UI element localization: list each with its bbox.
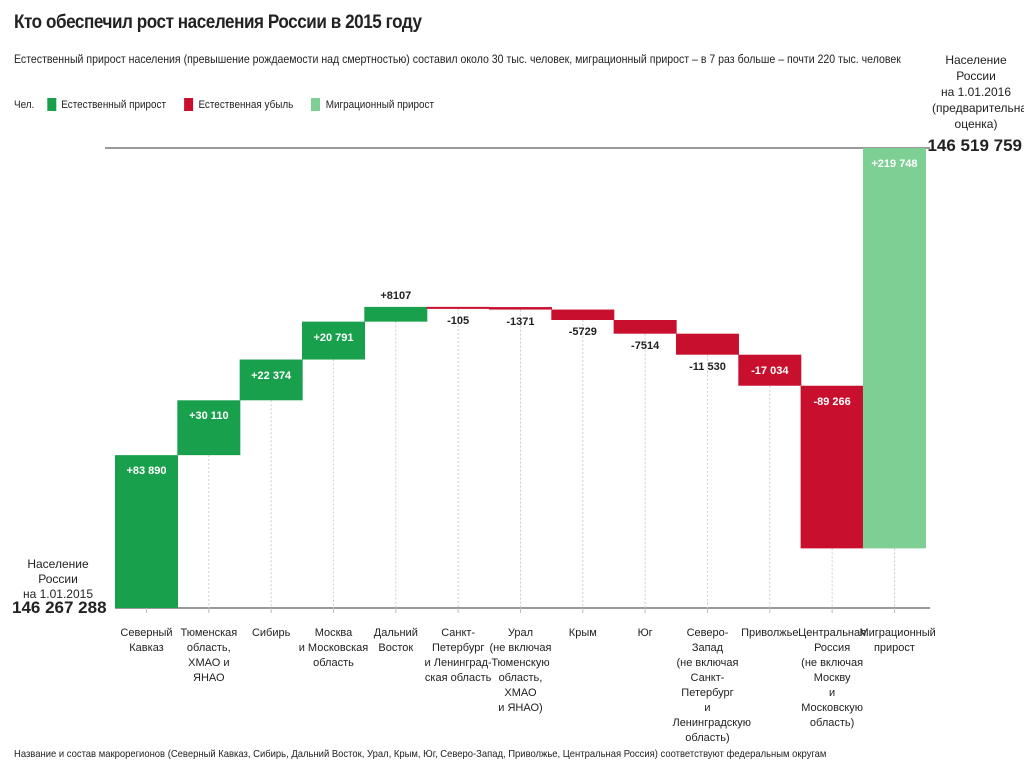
data-label: -11 530 <box>689 360 726 373</box>
footnote: Название и состав макрорегионов (Северны… <box>14 748 827 760</box>
data-label: -89 266 <box>813 395 851 408</box>
legend-swatch-migration <box>311 98 321 111</box>
start-population-label: Население России на 1.01.2015 <box>22 557 94 601</box>
x-tick-label: Миграционный прирост <box>859 627 936 654</box>
data-label: -1371 <box>506 315 535 328</box>
legend-swatch-natural-growth <box>46 98 56 111</box>
data-label: +22 374 <box>251 369 292 382</box>
x-tick-label: Северный Кавказ <box>120 627 173 654</box>
bar <box>738 354 802 386</box>
chart-title: Кто обеспечил рост населения России в 20… <box>14 12 422 33</box>
data-label: -7514 <box>631 339 660 352</box>
x-tick-label: Москва и Московская область <box>298 627 369 669</box>
x-tick-label: Приволжье <box>741 627 799 639</box>
data-label: +30 110 <box>189 410 229 423</box>
x-tick-label: Центральная Россия (не включая Москву и … <box>798 627 867 729</box>
x-tick-label: Юг <box>637 627 653 639</box>
bar <box>675 333 739 355</box>
x-tick-label: Северо-Запад (не включая Санкт-Петербург… <box>672 627 751 744</box>
bar <box>301 321 365 360</box>
x-tick-label: Крым <box>568 627 597 639</box>
end-population-value: 146 519 759 <box>927 136 1022 155</box>
data-label: -105 <box>447 314 470 327</box>
end-population-label: Население России на 1.01.2016 (предварит… <box>932 53 1024 131</box>
x-tick-label: Дальний Восток <box>373 627 418 654</box>
data-label: +8107 <box>380 289 412 302</box>
legend-swatch-natural-decline <box>184 98 194 111</box>
legend-label: Естественный прирост <box>61 98 167 111</box>
unit-label: Чел. <box>14 98 35 111</box>
bar <box>551 309 615 321</box>
x-tick-label: Сибирь <box>251 627 291 639</box>
x-tick-label: Санкт- Петербург и Ленинград- ская облас… <box>424 627 492 684</box>
bar <box>239 359 303 401</box>
bar <box>862 148 926 549</box>
x-tick-label: Урал (не включая Тюменскую область, ХМАО… <box>489 627 552 714</box>
bar <box>800 385 864 549</box>
chart-subtitle: Естественный прирост населения (превышен… <box>14 52 901 66</box>
bar <box>364 306 428 322</box>
legend: Чел. Естественный прирост Естественная у… <box>14 98 434 111</box>
data-label: +219 748 <box>871 158 918 170</box>
data-label: -17 034 <box>751 364 789 377</box>
bar <box>488 307 552 310</box>
bar <box>426 306 490 309</box>
bar <box>115 455 178 608</box>
legend-label: Естественная убыль <box>198 98 294 111</box>
data-label: -5729 <box>568 326 597 338</box>
data-label: +83 890 <box>126 465 167 478</box>
bar <box>177 400 241 456</box>
data-label: +20 791 <box>313 331 354 344</box>
bar <box>613 320 677 334</box>
x-tick-label: Тюменская область, ХМАО и ЯНАО <box>180 627 238 684</box>
start-population-value: 146 267 288 <box>12 598 107 617</box>
legend-label: Миграционный прирост <box>325 98 435 111</box>
